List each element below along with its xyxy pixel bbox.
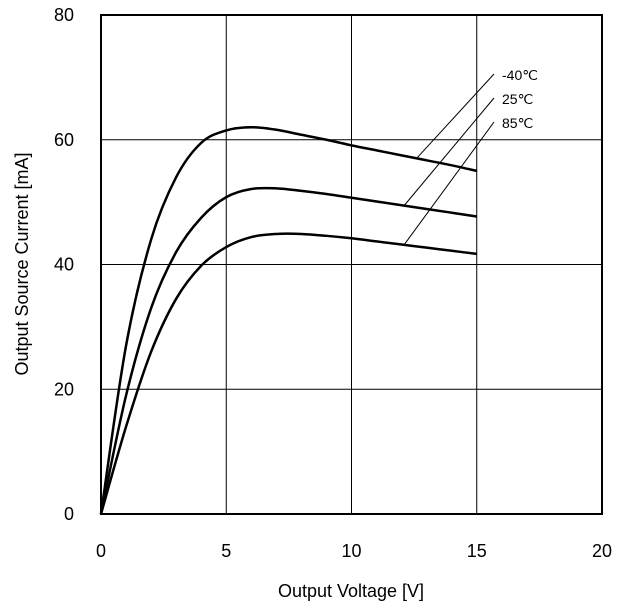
curves	[99, 126, 478, 515]
legend-leader-line	[403, 121, 495, 246]
grid	[101, 15, 602, 514]
legend-label-25c: 25℃	[502, 91, 533, 107]
x-tick-label: 20	[592, 541, 612, 561]
y-tick-label: 0	[64, 504, 74, 524]
legend-leader-line	[416, 73, 495, 159]
y-tick-label: 80	[54, 5, 74, 25]
x-tick-label: 10	[341, 541, 361, 561]
plot-frame	[100, 14, 603, 515]
y-tick-label: 20	[54, 379, 74, 399]
x-tick-label: 0	[96, 541, 106, 561]
y-axis-title: Output Source Current [mA]	[12, 152, 32, 375]
tick-labels: 0 5 10 15 20 0 20 40 60 80	[54, 5, 612, 561]
legend-leader-line	[403, 97, 495, 206]
legend-label-85c: 85℃	[502, 115, 533, 131]
x-tick-label: 15	[467, 541, 487, 561]
series-line	[99, 126, 478, 515]
x-axis-title: Output Voltage [V]	[278, 581, 424, 601]
series-line	[99, 232, 477, 515]
y-tick-label: 60	[54, 130, 74, 150]
y-tick-label: 40	[54, 255, 74, 275]
legend-label-minus40c: -40℃	[502, 67, 538, 83]
x-tick-label: 5	[221, 541, 231, 561]
series-line	[99, 186, 477, 515]
legend-leaders: -40℃ 25℃ 85℃	[403, 67, 538, 246]
